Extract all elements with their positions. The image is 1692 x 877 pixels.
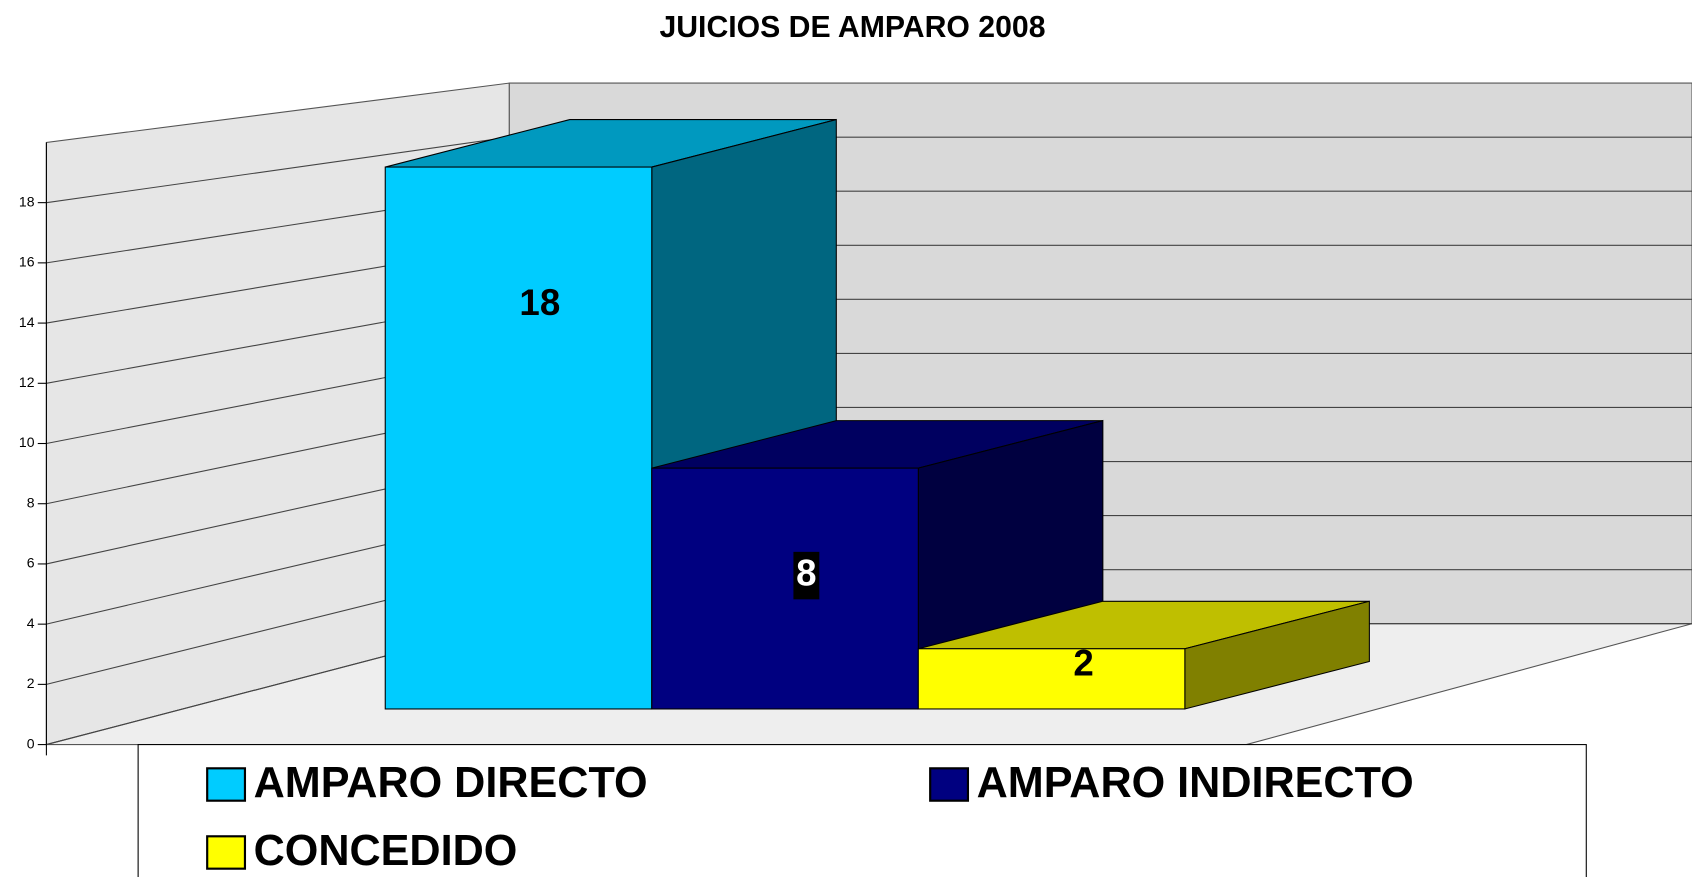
legend-label: AMPARO INDIRECTO — [977, 759, 1414, 807]
y-tick-label: 16 — [19, 254, 35, 270]
data-label: 8 — [796, 552, 816, 593]
y-tick-label: 10 — [19, 434, 35, 450]
chart-title: JUICIOS DE AMPARO 2008 — [659, 11, 1045, 44]
legend-swatch — [206, 835, 247, 870]
legend-label: CONCEDIDO — [254, 827, 518, 875]
legend-label: AMPARO DIRECTO — [254, 759, 648, 807]
data-label: 18 — [519, 282, 560, 323]
bar — [651, 467, 919, 710]
legend-swatch — [929, 767, 970, 802]
y-tick-label: 18 — [19, 193, 35, 209]
data-label: 2 — [1073, 643, 1093, 684]
y-tick-label: 0 — [27, 735, 35, 751]
legend-swatch — [206, 767, 247, 802]
legend-box — [137, 744, 1587, 877]
bar — [917, 648, 1186, 710]
y-tick-label: 2 — [27, 675, 35, 691]
y-tick-label: 6 — [27, 555, 35, 571]
y-tick-label: 12 — [19, 374, 35, 390]
y-tick-label: 4 — [27, 615, 35, 631]
data-label-bg — [793, 551, 820, 600]
plot: JUICIOS DE AMPARO 2008 0 2 4 6 8 10 12 14 16 18 18… — [19, 11, 1692, 877]
y-tick-label: 8 — [27, 494, 35, 510]
y-tick-label: 14 — [19, 314, 35, 330]
bar — [384, 166, 653, 710]
